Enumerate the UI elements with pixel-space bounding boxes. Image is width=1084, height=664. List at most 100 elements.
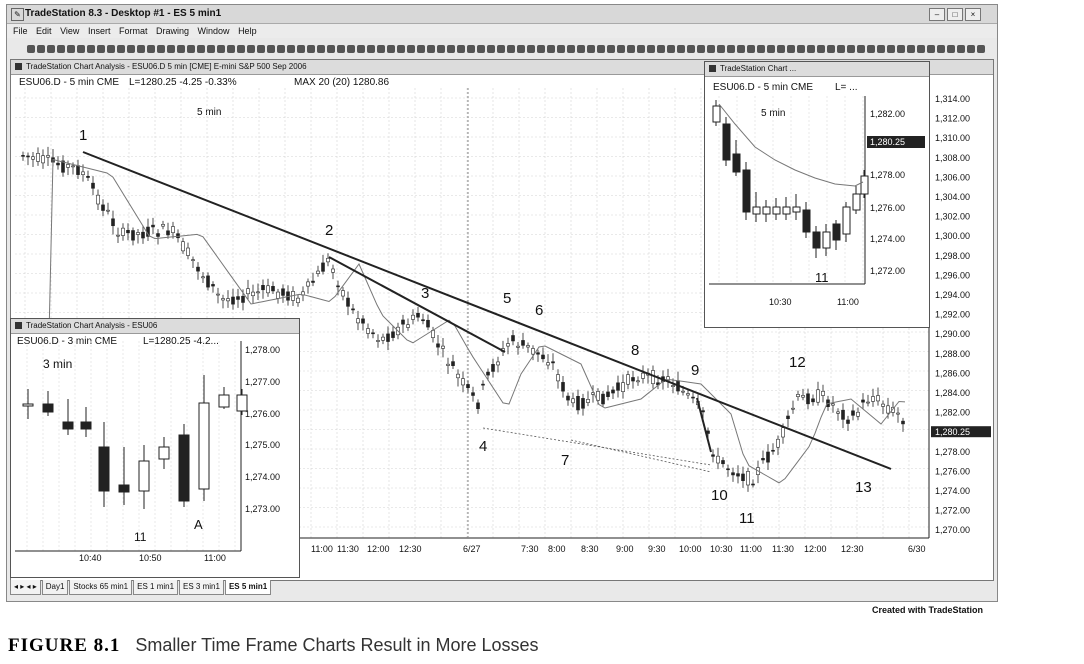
toolbar-tool-icon[interactable] bbox=[97, 45, 105, 53]
toolbar-tool-icon[interactable] bbox=[807, 45, 815, 53]
toolbar-tool-icon[interactable] bbox=[577, 45, 585, 53]
toolbar-tool-icon[interactable] bbox=[477, 45, 485, 53]
toolbar-tool-icon[interactable] bbox=[917, 45, 925, 53]
toolbar-tool-icon[interactable] bbox=[647, 45, 655, 53]
toolbar-tool-icon[interactable] bbox=[127, 45, 135, 53]
toolbar-tool-icon[interactable] bbox=[617, 45, 625, 53]
menu-insert[interactable]: Insert bbox=[87, 26, 111, 36]
toolbar-tool-icon[interactable] bbox=[217, 45, 225, 53]
toolbar-tool-icon[interactable] bbox=[957, 45, 965, 53]
menu-drawing[interactable]: Drawing bbox=[156, 26, 190, 36]
toolbar-tool-icon[interactable] bbox=[797, 45, 805, 53]
toolbar-tool-icon[interactable] bbox=[467, 45, 475, 53]
toolbar-tool-icon[interactable] bbox=[757, 45, 765, 53]
toolbar-tool-icon[interactable] bbox=[657, 45, 665, 53]
toolbar-tool-icon[interactable] bbox=[77, 45, 85, 53]
toolbar-tool-icon[interactable] bbox=[257, 45, 265, 53]
toolbar-tool-icon[interactable] bbox=[67, 45, 75, 53]
toolbar-tool-icon[interactable] bbox=[277, 45, 285, 53]
toolbar-tool-icon[interactable] bbox=[407, 45, 415, 53]
toolbar-tool-icon[interactable] bbox=[437, 45, 445, 53]
toolbar-tool-icon[interactable] bbox=[687, 45, 695, 53]
toolbar-tool-icon[interactable] bbox=[267, 45, 275, 53]
toolbar-tool-icon[interactable] bbox=[87, 45, 95, 53]
toolbar-tool-icon[interactable] bbox=[697, 45, 705, 53]
toolbar-tool-icon[interactable] bbox=[317, 45, 325, 53]
toolbar-tool-icon[interactable] bbox=[287, 45, 295, 53]
toolbar-tool-icon[interactable] bbox=[677, 45, 685, 53]
toolbar-tool-icon[interactable] bbox=[537, 45, 545, 53]
toolbar-tool-icon[interactable] bbox=[727, 45, 735, 53]
toolbar-tool-icon[interactable] bbox=[177, 45, 185, 53]
toolbar-tool-icon[interactable] bbox=[507, 45, 515, 53]
toolbar-tool-icon[interactable] bbox=[167, 45, 175, 53]
toolbar-tool-icon[interactable] bbox=[27, 45, 35, 53]
toolbar-tool-icon[interactable] bbox=[817, 45, 825, 53]
toolbar-tool-icon[interactable] bbox=[157, 45, 165, 53]
toolbar-tool-icon[interactable] bbox=[927, 45, 935, 53]
toolbar-tool-icon[interactable] bbox=[627, 45, 635, 53]
toolbar-tool-icon[interactable] bbox=[37, 45, 45, 53]
toolbar-tool-icon[interactable] bbox=[717, 45, 725, 53]
toolbar-tool-icon[interactable] bbox=[767, 45, 775, 53]
toolbar-tool-icon[interactable] bbox=[197, 45, 205, 53]
toolbar-tool-icon[interactable] bbox=[427, 45, 435, 53]
toolbar-tool-icon[interactable] bbox=[397, 45, 405, 53]
toolbar-tool-icon[interactable] bbox=[237, 45, 245, 53]
toolbar-tool-icon[interactable] bbox=[787, 45, 795, 53]
toolbar-tool-icon[interactable] bbox=[447, 45, 455, 53]
toolbar-tool-icon[interactable] bbox=[887, 45, 895, 53]
toolbar-tool-icon[interactable] bbox=[597, 45, 605, 53]
toolbar-tool-icon[interactable] bbox=[937, 45, 945, 53]
toolbar-tool-icon[interactable] bbox=[777, 45, 785, 53]
toolbar-tool-icon[interactable] bbox=[857, 45, 865, 53]
toolbar-tool-icon[interactable] bbox=[587, 45, 595, 53]
toolbar-tool-icon[interactable] bbox=[667, 45, 675, 53]
toolbar-tool-icon[interactable] bbox=[377, 45, 385, 53]
toolbar-tool-icon[interactable] bbox=[837, 45, 845, 53]
inset-3min-window[interactable]: TradeStation Chart Analysis - ESU06 ESU0… bbox=[10, 318, 300, 578]
toolbar-tool-icon[interactable] bbox=[977, 45, 985, 53]
toolbar-tool-icon[interactable] bbox=[327, 45, 335, 53]
tab-scroll-buttons[interactable]: ◂ ▸ ◂ ▸ bbox=[10, 580, 41, 595]
toolbar-tool-icon[interactable] bbox=[897, 45, 905, 53]
toolbar-tool-icon[interactable] bbox=[387, 45, 395, 53]
toolbar-tool-icon[interactable] bbox=[417, 45, 425, 53]
toolbar-tool-icon[interactable] bbox=[247, 45, 255, 53]
inset-3min-plot[interactable]: 1,278.00 1,277.00 1,276.00 1,275.00 1,274.00… bbox=[11, 319, 299, 577]
toolbar-tool-icon[interactable] bbox=[497, 45, 505, 53]
menu-edit[interactable]: Edit bbox=[36, 26, 52, 36]
toolbar-tool-icon[interactable] bbox=[337, 45, 345, 53]
toolbar-tool-icon[interactable] bbox=[107, 45, 115, 53]
toolbar-tool-icon[interactable] bbox=[347, 45, 355, 53]
maximize-button[interactable]: □ bbox=[947, 8, 963, 21]
menu-view[interactable]: View bbox=[60, 26, 80, 36]
toolbar-tool-icon[interactable] bbox=[747, 45, 755, 53]
tab-stocks-65[interactable]: Stocks 65 min1 bbox=[69, 580, 133, 595]
toolbar-tool-icon[interactable] bbox=[357, 45, 365, 53]
toolbar-tool-icon[interactable] bbox=[117, 45, 125, 53]
toolbar-tool-icon[interactable] bbox=[907, 45, 915, 53]
tab-es-1min[interactable]: ES 1 min1 bbox=[133, 580, 179, 595]
toolbar-tool-icon[interactable] bbox=[527, 45, 535, 53]
toolbar-tool-icon[interactable] bbox=[607, 45, 615, 53]
toolbar-tool-icon[interactable] bbox=[57, 45, 65, 53]
toolbar-tool-icon[interactable] bbox=[47, 45, 55, 53]
toolbar-tool-icon[interactable] bbox=[867, 45, 875, 53]
toolbar-tool-icon[interactable] bbox=[707, 45, 715, 53]
toolbar-tool-icon[interactable] bbox=[147, 45, 155, 53]
toolbar-tool-icon[interactable] bbox=[307, 45, 315, 53]
toolbar-tool-icon[interactable] bbox=[367, 45, 375, 53]
tab-es-3min[interactable]: ES 3 min1 bbox=[179, 580, 224, 595]
toolbar-tool-icon[interactable] bbox=[517, 45, 525, 53]
toolbar-tool-icon[interactable] bbox=[227, 45, 235, 53]
close-button[interactable]: × bbox=[965, 8, 981, 21]
toolbar-tool-icon[interactable] bbox=[567, 45, 575, 53]
toolbar-tool-icon[interactable] bbox=[137, 45, 145, 53]
tab-es-5min[interactable]: ES 5 min1 bbox=[224, 580, 272, 595]
toolbar-tool-icon[interactable] bbox=[637, 45, 645, 53]
toolbar-tool-icon[interactable] bbox=[487, 45, 495, 53]
toolbar-tool-icon[interactable] bbox=[877, 45, 885, 53]
minimize-button[interactable]: – bbox=[929, 8, 945, 21]
menu-format[interactable]: Format bbox=[118, 26, 148, 36]
